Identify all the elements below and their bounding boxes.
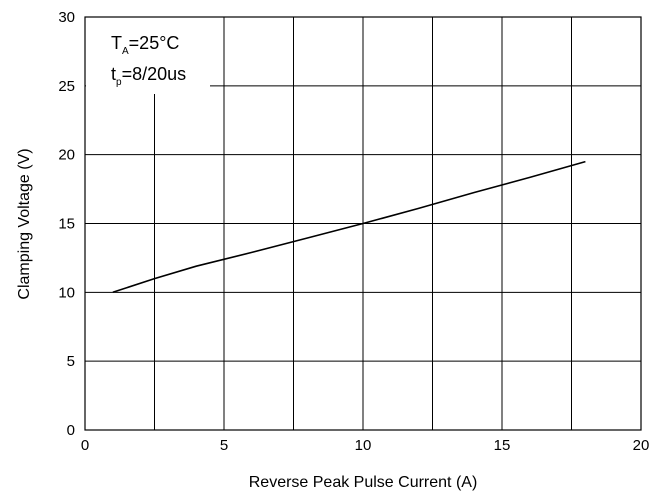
y-tick-label: 5 — [67, 353, 75, 370]
x-tick-label: 15 — [494, 437, 511, 454]
annotation-temperature: TA=25°C — [111, 33, 179, 57]
y-axis-label: Clamping Voltage (V) — [16, 148, 33, 299]
annotation-temperature-subscript: A — [122, 46, 129, 57]
y-axis-ticks: 0 5 10 15 20 25 30 — [58, 9, 75, 439]
y-tick-label: 20 — [58, 147, 75, 164]
annotation-temperature-value: =25°C — [129, 33, 180, 53]
annotation-pulse-symbol: t — [111, 64, 116, 84]
annotation-pulse-value: =8/20us — [122, 64, 187, 84]
y-tick-label: 25 — [58, 78, 75, 95]
x-tick-label: 10 — [355, 437, 372, 454]
y-tick-label: 30 — [58, 9, 75, 26]
annotation-pulse: tp=8/20us — [111, 64, 186, 88]
y-tick-label: 15 — [58, 216, 75, 233]
y-tick-label: 0 — [67, 422, 75, 439]
annotation-temperature-symbol: T — [111, 33, 122, 53]
x-tick-label: 5 — [220, 437, 228, 454]
x-tick-label: 20 — [633, 437, 650, 454]
series-line — [112, 160, 586, 294]
x-axis-ticks: 0 5 10 15 20 — [81, 437, 650, 454]
y-tick-label: 10 — [58, 284, 75, 301]
x-tick-label: 0 — [81, 437, 89, 454]
annotation-box — [86, 17, 210, 94]
annotation-pulse-subscript: p — [116, 77, 122, 88]
plot-frame — [84, 16, 642, 431]
x-axis-label: Reverse Peak Pulse Current (A) — [249, 474, 478, 491]
